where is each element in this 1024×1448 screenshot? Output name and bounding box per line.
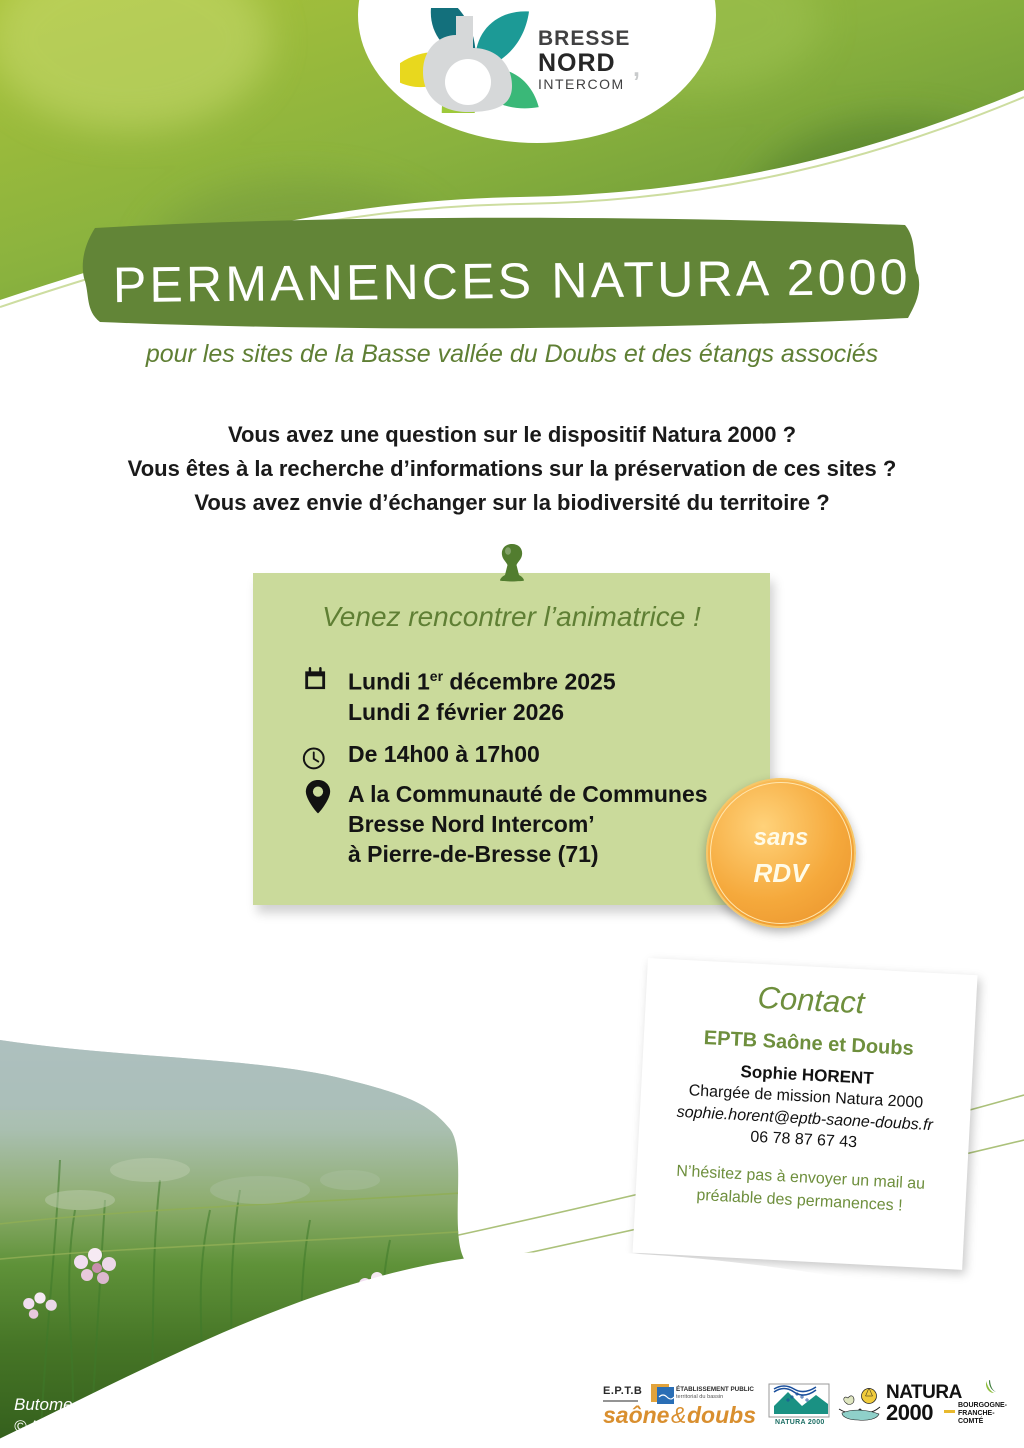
svg-text:ÉTABLISSEMENT PUBLIC: ÉTABLISSEMENT PUBLIC xyxy=(676,1384,754,1393)
svg-text:COMTÉ: COMTÉ xyxy=(958,1416,984,1425)
svg-text:FRANCHE-: FRANCHE- xyxy=(958,1410,995,1417)
svg-text:NORD: NORD xyxy=(538,49,616,77)
svg-text:BOURGOGNE-: BOURGOGNE- xyxy=(958,1402,1008,1409)
svg-text:doubs: doubs xyxy=(687,1402,756,1428)
svg-text:INTERCOM: INTERCOM xyxy=(538,76,625,92)
svg-text:&: & xyxy=(671,1402,686,1428)
svg-text:BRESSE: BRESSE xyxy=(538,27,630,50)
svg-text:2000: 2000 xyxy=(886,1400,933,1425)
svg-text:PERMANENCES NATURA 2000: PERMANENCES NATURA 2000 xyxy=(113,249,911,313)
svg-text:,: , xyxy=(633,54,640,82)
svg-text:saône: saône xyxy=(603,1402,670,1428)
svg-text:territorial du bassin: territorial du bassin xyxy=(676,1394,723,1400)
svg-text:E.P.T.B: E.P.T.B xyxy=(603,1385,642,1397)
svg-text:NATURA 2000: NATURA 2000 xyxy=(775,1419,825,1426)
